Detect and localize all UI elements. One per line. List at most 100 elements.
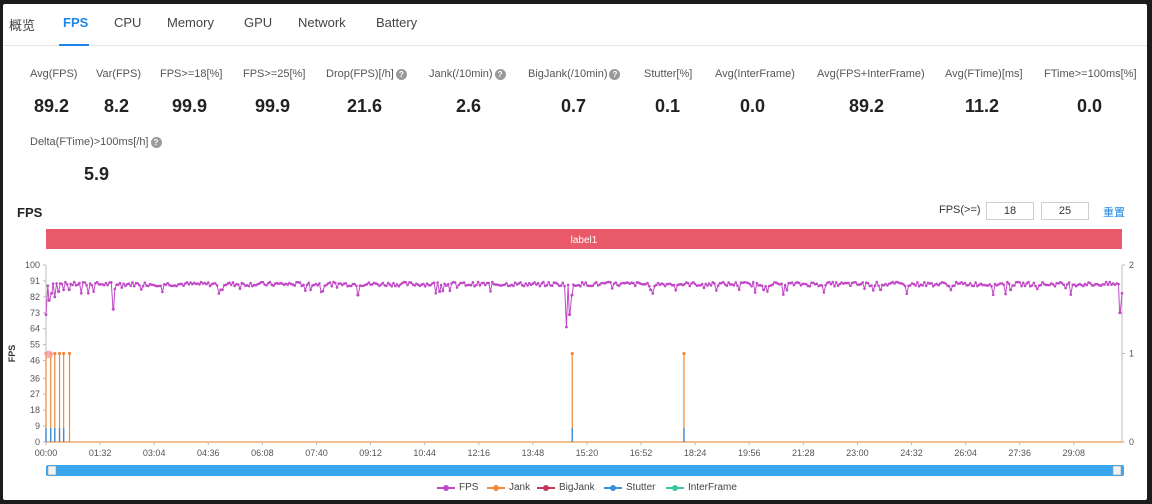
- label-bar: [46, 229, 1122, 249]
- zoom-handle-right: [1112, 465, 1122, 476]
- fps-point: [963, 281, 967, 285]
- fps-point: [328, 281, 332, 284]
- fps-point: [709, 284, 713, 287]
- x-tick-label: 10:44: [413, 448, 436, 458]
- fps-point: [1104, 280, 1108, 284]
- stat-label: Avg(FPS+InterFrame): [817, 68, 925, 80]
- y2-tick-label: 2: [1129, 260, 1134, 270]
- stat-value: 2.6: [456, 96, 482, 116]
- fps-point: [580, 280, 584, 284]
- fps-point: [924, 284, 928, 288]
- fps-point: [873, 284, 877, 287]
- fps-point: [55, 282, 58, 285]
- y-tick-label: 36: [30, 373, 40, 383]
- fps-point: [164, 283, 168, 287]
- fps-point: [1108, 280, 1111, 284]
- fps-point: [60, 282, 64, 286]
- fps-chart[interactable]: label1 100 91 82 73 64 55 46 36 27 18 9 0 2 1 0 FPS 00:00…: [3, 226, 1147, 480]
- fps-point: [475, 283, 478, 287]
- fps-point: [700, 282, 704, 286]
- stat-label-text: Avg(FPS+InterFrame): [817, 68, 925, 80]
- chart-legend: FPS Jank BigJank Stutter InterFrame: [3, 482, 1147, 496]
- fps-point: [432, 281, 436, 284]
- fps-series-line: [45, 280, 1123, 328]
- fps-point: [1113, 283, 1117, 287]
- fps-point: [570, 293, 574, 297]
- tab-memory[interactable]: Memory: [167, 15, 214, 30]
- help-icon[interactable]: ?: [609, 68, 621, 80]
- fps-point: [448, 289, 452, 292]
- fps-point: [434, 291, 438, 295]
- fps-point: [469, 283, 473, 287]
- fps-threshold-high-input[interactable]: [1041, 202, 1089, 220]
- legend-swatch: [537, 483, 555, 493]
- fps-point: [1118, 311, 1122, 315]
- fps-point: [854, 281, 857, 284]
- fps-point: [533, 281, 536, 284]
- y-tick-label: 18: [30, 405, 40, 415]
- help-icon[interactable]: ?: [150, 136, 162, 148]
- fps-point: [397, 284, 401, 288]
- fps-point: [436, 281, 439, 284]
- fps-point: [265, 284, 268, 287]
- legend-item-jank[interactable]: Jank: [487, 482, 530, 493]
- stat-value: 0.7: [561, 96, 587, 116]
- fps-point: [531, 282, 535, 286]
- fps-point: [513, 281, 517, 284]
- tab-battery[interactable]: Battery: [376, 15, 418, 30]
- fps-point: [1009, 288, 1013, 292]
- fps-point: [972, 284, 976, 288]
- stat-label-text: Jank(/10min): [429, 68, 493, 80]
- legend-swatch: [604, 483, 622, 493]
- tab-network[interactable]: Network: [298, 15, 346, 30]
- fps-point: [318, 282, 321, 285]
- fps-threshold-low-input[interactable]: [986, 202, 1034, 220]
- tab-fps[interactable]: FPS: [63, 15, 89, 30]
- stat-label: Var(FPS): [96, 68, 141, 80]
- fps-point: [866, 281, 870, 285]
- fps-point: [988, 283, 991, 286]
- stat-label-text: FPS>=18[%]: [160, 68, 223, 80]
- fps-point: [409, 281, 413, 284]
- legend-item-interframe[interactable]: InterFrame: [666, 482, 737, 493]
- fps-point: [102, 283, 106, 287]
- reset-link[interactable]: 重置: [1103, 207, 1125, 219]
- fps-point: [953, 284, 956, 287]
- fps-point: [180, 282, 184, 286]
- fps-point: [538, 284, 542, 288]
- legend-item-bigjank[interactable]: BigJank: [537, 482, 595, 493]
- help-icon[interactable]: ?: [494, 68, 506, 80]
- fps-point: [1013, 284, 1016, 287]
- fps-point: [185, 281, 189, 284]
- fps-point: [207, 281, 210, 284]
- x-tick-label: 09:12: [359, 448, 382, 458]
- fps-point: [1106, 283, 1110, 286]
- stat-label-text: Avg(InterFrame): [715, 68, 795, 80]
- help-icon[interactable]: ?: [395, 68, 407, 80]
- fps-point: [780, 282, 783, 286]
- tab-cpu[interactable]: CPU: [114, 15, 142, 30]
- fps-point: [233, 284, 236, 288]
- fps-point: [443, 282, 446, 286]
- legend-item-fps[interactable]: FPS: [437, 482, 478, 493]
- fps-point: [228, 281, 231, 284]
- fps-point: [545, 283, 549, 287]
- stat-value: 21.6: [347, 96, 383, 116]
- fps-point: [838, 282, 842, 286]
- legend-swatch: [487, 483, 505, 493]
- fps-point: [132, 284, 136, 288]
- fps-point: [57, 290, 61, 293]
- jank-event-point: [53, 351, 57, 356]
- tab-overview[interactable]: 概览: [9, 18, 36, 33]
- legend-item-stutter[interactable]: Stutter: [604, 482, 655, 493]
- fps-point: [50, 292, 54, 295]
- tab-gpu[interactable]: GPU: [244, 15, 273, 30]
- fps-point: [550, 284, 554, 287]
- fps-point: [491, 280, 494, 284]
- fps-point: [1030, 284, 1034, 287]
- fps-point: [993, 282, 997, 286]
- stat-value: 0.0: [1077, 96, 1103, 116]
- stat-value: 11.2: [965, 96, 1000, 116]
- x-tick-label: 19:56: [738, 448, 761, 458]
- fps-point: [298, 281, 302, 284]
